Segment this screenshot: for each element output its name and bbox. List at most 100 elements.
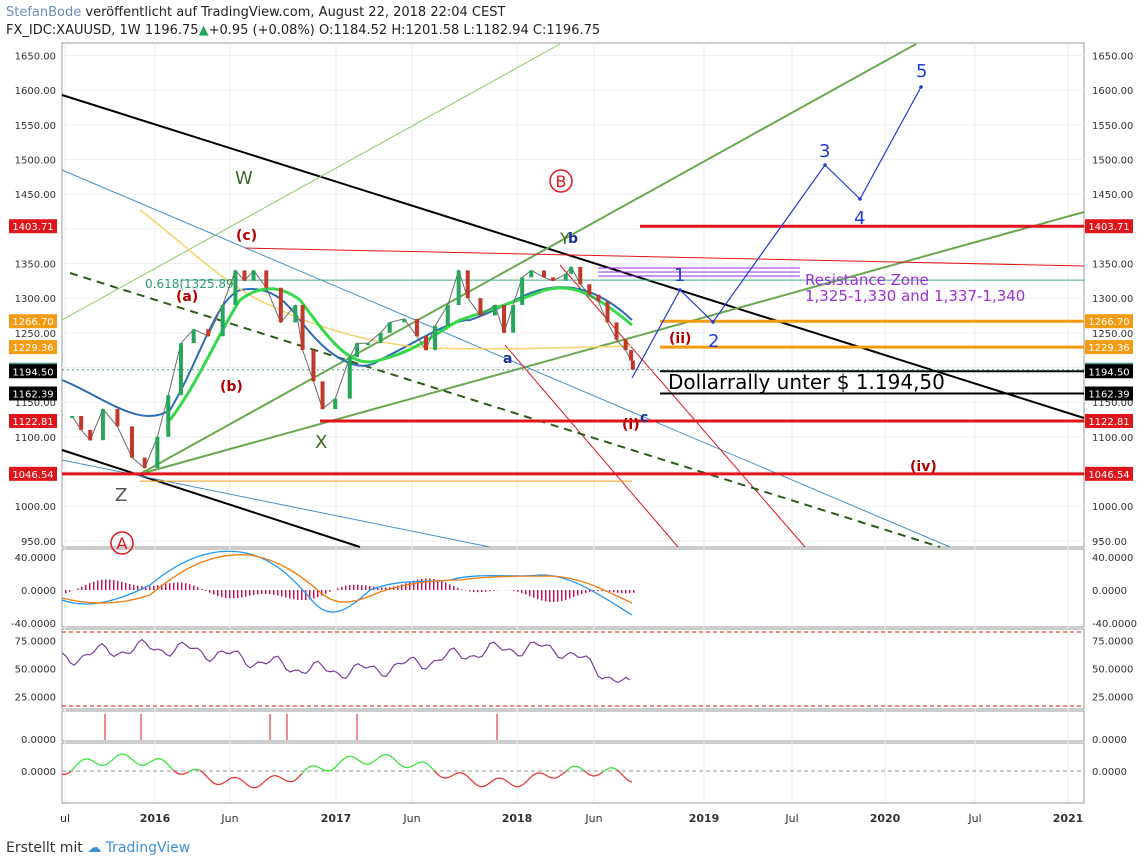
price-candle [365,343,370,346]
osc-segment [346,755,351,758]
osc-segment [256,784,261,788]
rsi-line [61,638,631,684]
osc-segment [604,767,609,771]
y-tick-label-left: 1650.00 [15,51,56,62]
wave-A: A [117,534,128,553]
macd-histogram-bar [453,586,455,591]
price-candle [115,409,120,427]
x-tick-label: 2018 [502,812,533,825]
y-tick-label-left: 1250.00 [15,329,56,340]
macd-histogram-bar [409,581,411,591]
osc-segment [403,766,408,769]
green-thin-line [61,43,561,321]
price-tag-left-text: 1194.50 [12,367,53,378]
osc-segment [247,784,252,788]
macd-histogram-bar [545,590,547,602]
price-candle [478,298,483,316]
author-name[interactable]: StefanBode [6,5,82,20]
osc-segment [628,780,633,783]
price-candle [511,305,516,333]
price-candle [347,357,352,399]
osc-segment [124,753,129,757]
macd-histogram-bar [233,590,235,599]
macd-histogram-bar [441,581,443,591]
y-tick-label-right: 1250.00 [1092,329,1133,340]
x-tick-label: 2020 [870,812,901,825]
osc-segment [535,772,540,775]
last-price: 1196.75 [144,23,199,38]
price-candle [551,277,556,281]
macd-histogram-bar [481,590,483,593]
ohlc-low: L:1182.94 [463,23,529,38]
osc-segment [589,774,594,777]
y-tick-label-left: 1100.00 [15,433,56,444]
osc-segment [574,765,579,768]
osc-segment [196,768,201,772]
macd-histogram-bar [169,583,171,591]
osc-segment [370,760,375,764]
y-tick-label-left: 1450.00 [15,190,56,201]
footer-brand[interactable]: TradingView [105,840,191,856]
osc-segment [619,771,624,777]
macd-histogram-bar [193,585,195,591]
macd-histogram-bar [477,590,479,593]
price-tag-left-text: 1122.81 [12,417,53,428]
osc-segment [469,778,474,783]
macd-histogram-bar [241,590,243,598]
osc-segment [115,754,120,758]
y-tick-label-right: 950.00 [1092,537,1127,548]
osc-segment [133,760,138,764]
osc-segment [526,777,531,782]
price-tag-left-text: 1229.36 [12,343,53,354]
osc-segment [97,763,102,766]
osc-segment [568,766,573,770]
macd-histogram-bar [553,590,555,603]
osc-segment [337,761,342,766]
macd-histogram-bar [101,579,103,591]
macd-histogram-bar [445,582,447,591]
osc-segment [400,764,405,768]
osc-segment [184,771,189,775]
osc-pane [61,742,1085,804]
wave-X: X [315,432,327,453]
macd-histogram-bar [573,590,575,598]
price-candle [578,266,583,285]
osc-segment [544,774,549,777]
osc-segment [136,762,141,766]
x-tick-label: Jul [784,812,798,825]
macd-histogram-bar [185,583,187,591]
osc-segment [268,775,273,779]
osc-segment [238,777,243,781]
osc-segment [265,777,270,781]
x-tick-label: 2021 [1053,812,1084,825]
macd-histogram-bar [469,590,471,592]
macd-histogram-bar [105,579,107,591]
red-fan-line-2 [504,344,679,548]
osc-segment [379,754,384,758]
macd-histogram-bar [533,590,535,598]
price-candle [563,273,568,281]
osc-segment [436,773,441,777]
tradingview-logo-icon[interactable]: ☁ [87,840,102,856]
red-top-line [244,247,1085,267]
rsi-pane [61,628,1085,710]
osc-segment [169,766,174,771]
price-tag-right-text: 1194.50 [1088,367,1129,378]
price-candle [320,381,325,410]
osc-segment [553,776,558,779]
price-candle [623,339,628,351]
osc-segment [223,780,228,784]
macd-pane [61,548,1085,628]
price-candle [378,332,383,344]
price-candle [100,409,105,441]
osc-segment [448,775,453,778]
resistance-label-1: Resistance Zone [805,271,929,289]
price-candle [596,294,601,302]
osc-segment [343,756,348,760]
macd-histogram-bar [69,590,71,592]
price-candle [251,270,256,281]
macd-histogram-bar [93,581,95,591]
osc-segment [160,758,165,762]
osc-segment [187,769,192,773]
